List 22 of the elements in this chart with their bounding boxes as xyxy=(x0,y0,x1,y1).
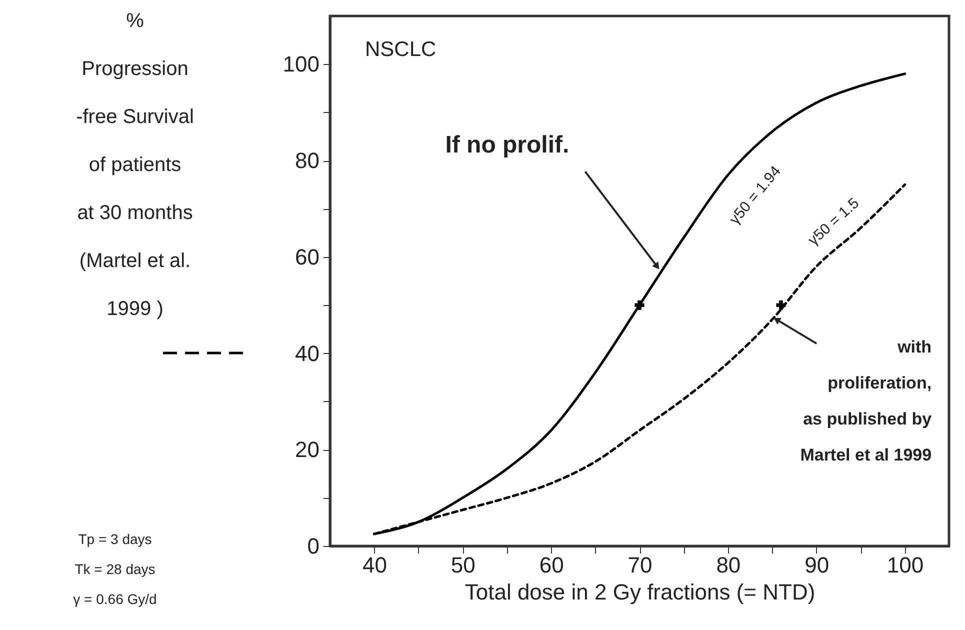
y-tick-label: 20 xyxy=(295,437,320,462)
y-tick-label: 100 xyxy=(282,52,320,77)
x-tick-label: 40 xyxy=(362,552,387,578)
text: Tp = 3 days xyxy=(78,531,152,547)
x-tick-label: 50 xyxy=(450,552,476,578)
text: % Progression -free Survival of patients at 30 months (Martel et al. 1999 ) xyxy=(76,10,194,320)
annotation: If no prolif. xyxy=(445,132,570,159)
y-tick-label: 80 xyxy=(295,148,320,174)
annotation: with proliferation, as published by Martel et al 1999 xyxy=(800,338,932,465)
y-tick-label: 0 xyxy=(307,534,320,558)
text: Tk = 28 days xyxy=(74,561,156,577)
x-tick-label: 100 xyxy=(886,552,924,578)
x-tick-label: 80 xyxy=(716,552,741,578)
x-tick-label: 60 xyxy=(539,552,564,578)
annotation: NSCLC xyxy=(365,38,436,61)
x-tick-label: 90 xyxy=(804,552,830,578)
annotation: γ50 = 1.5 xyxy=(804,194,862,250)
y-tick-label: 40 xyxy=(295,340,320,366)
y-tick-label: 60 xyxy=(295,244,320,270)
text: γ = 0.66 Gy/d xyxy=(73,591,157,607)
x-axis-title: Total dose in 2 Gy fractions (= NTD) xyxy=(464,580,816,604)
x-tick-label: 70 xyxy=(628,552,652,578)
